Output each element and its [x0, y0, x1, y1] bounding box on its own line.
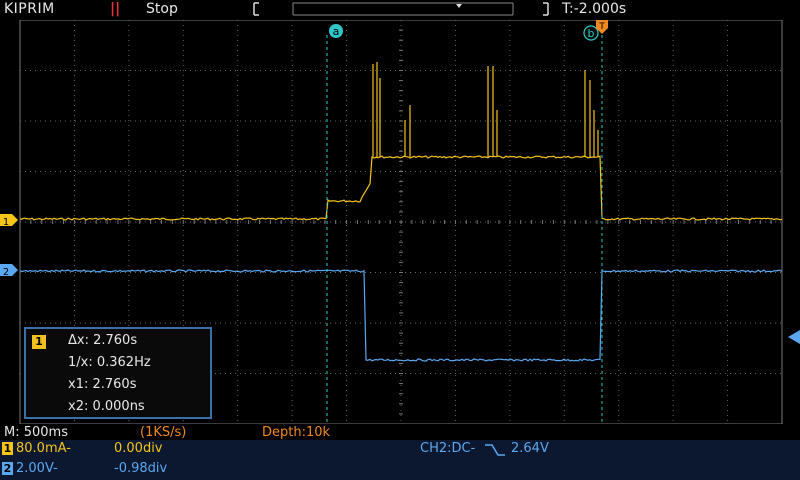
ch1-scale[interactable]: 80.0mA-	[16, 441, 71, 456]
ch2-offset[interactable]: -0.98div	[114, 461, 168, 476]
memory-depth-label[interactable]: Depth:10k	[262, 425, 331, 440]
cursor-measure-panel: 1 Δx: 2.760s 1/x: 0.362Hz x1: 2.760s x2:…	[24, 327, 212, 419]
ch2-status-badge[interactable]: 2	[2, 462, 13, 475]
measure-channel-badge: 1	[32, 335, 46, 349]
run-state-label[interactable]: Stop	[146, 1, 178, 17]
ch1-offset-label: 1	[3, 217, 9, 228]
cursor-b-badge[interactable]	[583, 25, 599, 41]
pause-icon: ||	[110, 1, 121, 17]
brand-label: KIPRIM	[4, 1, 55, 17]
x1-value: x1: 2.760s	[68, 377, 137, 392]
timebase-bar: M: 500ms (1KS/s) Depth:10k	[0, 424, 800, 440]
trigger-source[interactable]: CH2:DC-	[420, 441, 476, 456]
cursor-b-label: b	[588, 27, 595, 40]
falling-edge-icon	[485, 444, 505, 456]
timebase-label[interactable]: M: 500ms	[4, 425, 68, 440]
inverse-delta-x-value: 1/x: 0.362Hz	[68, 355, 151, 370]
waveform-display[interactable]: a b T 1 2	[0, 0, 800, 440]
ch1-offset-marker[interactable]	[0, 214, 18, 226]
x2-value: x2: 0.000ns	[68, 399, 145, 414]
sample-rate-label: (1KS/s)	[140, 425, 187, 440]
ch2-offset-label: 2	[3, 267, 9, 278]
top-status-bar: KIPRIM || Stop T:-2.000s	[0, 0, 800, 20]
ch1-waveform	[19, 155, 783, 221]
ch1-status-badge[interactable]: 1	[2, 442, 13, 455]
delta-x-value: Δx: 2.760s	[68, 333, 138, 348]
cursor-a-label: a	[333, 25, 340, 38]
channel-status-bar: 1 80.0mA- 0.00div 2 2.00V- -0.98div CH2:…	[0, 440, 800, 480]
ch2-waveform	[19, 269, 783, 362]
ch2-scale[interactable]: 2.00V-	[16, 461, 58, 476]
trigger-position-marker[interactable]	[596, 20, 608, 34]
trigger-level-marker[interactable]	[788, 330, 800, 344]
ch2-offset-marker[interactable]	[0, 264, 18, 276]
cursor-a-badge[interactable]	[329, 24, 343, 38]
ch1-offset[interactable]: 0.00div	[114, 441, 163, 456]
trigger-level[interactable]: 2.64V	[511, 441, 549, 456]
memory-position-bar[interactable]	[253, 1, 549, 17]
trigger-position-label: T	[598, 22, 605, 32]
trigger-time-label[interactable]: T:-2.000s	[562, 1, 627, 17]
